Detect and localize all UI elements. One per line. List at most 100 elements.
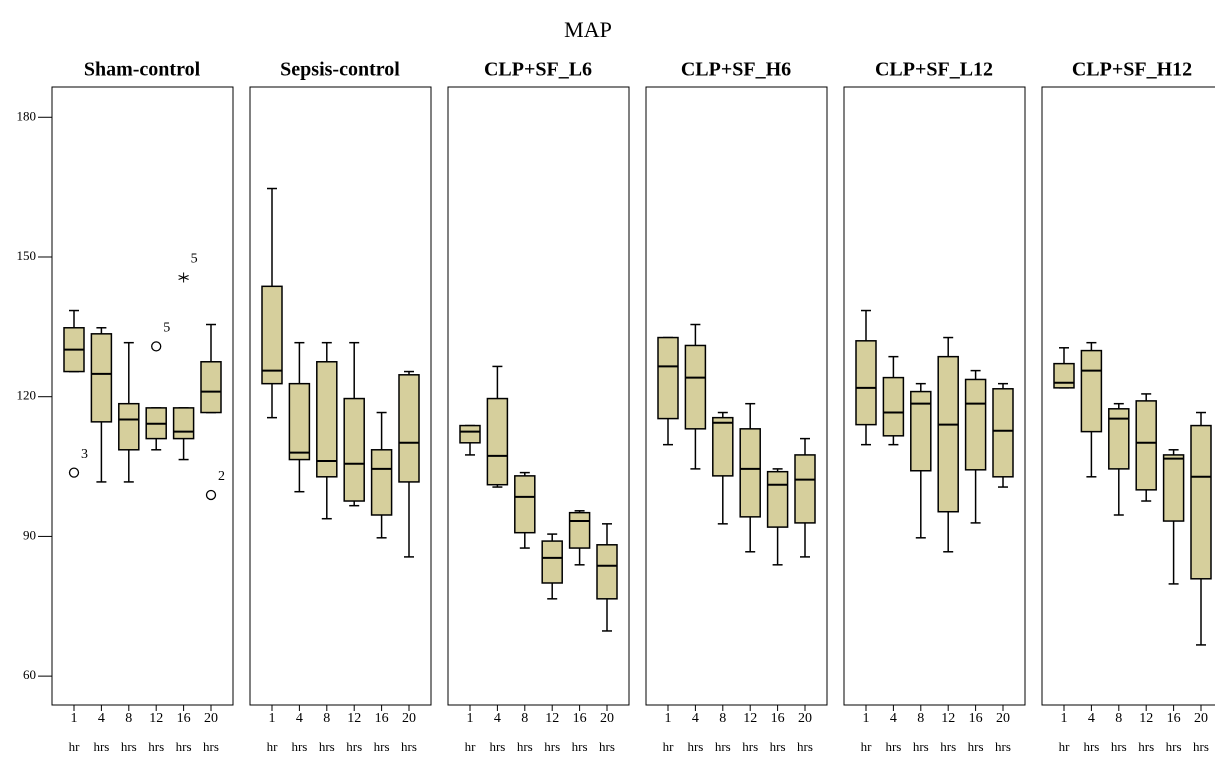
box	[937, 355, 959, 513]
x-tick-label: 8	[521, 711, 528, 726]
box	[684, 344, 707, 430]
y-tick-label: 60	[23, 667, 36, 682]
box	[794, 454, 816, 524]
panel-frame	[1041, 86, 1215, 706]
x-tick-unit: hrs	[742, 739, 758, 754]
box	[739, 428, 761, 518]
box	[882, 376, 905, 437]
x-tick-label: 8	[1115, 711, 1122, 726]
x-tick-label: 4	[890, 711, 897, 726]
x-tick-unit: hrs	[1111, 739, 1127, 754]
box	[541, 540, 563, 584]
x-tick-unit: hrs	[176, 739, 192, 754]
panel-frame	[249, 86, 432, 706]
box	[288, 382, 311, 461]
x-tick-unit: hrs	[885, 739, 901, 754]
x-tick-unit: hrs	[544, 739, 560, 754]
y-tick-label: 150	[17, 248, 37, 263]
box	[992, 388, 1014, 478]
x-tick-label: 4	[1088, 711, 1095, 726]
box	[486, 397, 509, 486]
x-tick-label: 12	[149, 711, 163, 726]
box	[343, 397, 365, 502]
x-tick-label: 1	[863, 711, 870, 726]
x-tick-label: 20	[600, 711, 614, 726]
x-tick-unit: hrs	[291, 739, 307, 754]
x-tick-unit: hrs	[913, 739, 929, 754]
box	[964, 378, 987, 471]
y-tick-label: 180	[17, 108, 37, 123]
x-tick-unit: hr	[267, 739, 279, 754]
x-tick-label: 1	[269, 711, 276, 726]
chart-title: MAP	[564, 17, 612, 42]
box	[90, 333, 113, 423]
y-tick-label: 120	[17, 388, 37, 403]
outlier-star	[178, 275, 189, 280]
box	[910, 390, 932, 472]
outlier	[68, 467, 80, 478]
x-tick-unit: hrs	[517, 739, 533, 754]
panel-frame	[843, 86, 1026, 706]
box	[1053, 362, 1075, 389]
outlier	[205, 489, 217, 501]
x-tick-unit: hrs	[995, 739, 1011, 754]
outlier-label: 3	[81, 447, 88, 462]
x-tick-label: 12	[941, 711, 955, 726]
box	[1135, 400, 1157, 491]
box	[1108, 408, 1130, 470]
panel-title: CLP+SF_L12	[875, 59, 993, 81]
x-tick-label: 20	[1194, 711, 1208, 726]
box	[459, 424, 481, 444]
x-tick-label: 4	[98, 711, 105, 726]
box	[398, 374, 420, 483]
outlier-label: 5	[191, 252, 198, 267]
panel-title: CLP+SF_H12	[1072, 59, 1192, 81]
box	[596, 544, 618, 600]
outlier	[151, 341, 162, 352]
x-tick-unit: hrs	[148, 739, 164, 754]
x-tick-unit: hrs	[968, 739, 984, 754]
x-tick-label: 12	[743, 711, 757, 726]
outlier-label: 5	[163, 321, 170, 336]
x-tick-unit: hrs	[940, 739, 956, 754]
x-tick-label: 12	[347, 711, 361, 726]
x-tick-unit: hrs	[572, 739, 588, 754]
panel-frame	[447, 86, 630, 706]
x-tick-label: 8	[917, 711, 924, 726]
panel-title: Sham-control	[84, 59, 201, 81]
x-tick-label: 12	[545, 711, 559, 726]
box	[855, 340, 877, 426]
x-tick-unit: hrs	[121, 739, 137, 754]
box	[766, 470, 789, 528]
x-tick-unit: hr	[663, 739, 675, 754]
x-tick-label: 16	[1167, 711, 1181, 726]
box	[1190, 424, 1212, 580]
box	[568, 511, 591, 549]
x-tick-unit: hrs	[715, 739, 731, 754]
x-tick-unit: hrs	[687, 739, 703, 754]
box	[1162, 454, 1185, 522]
x-tick-unit: hr	[69, 739, 81, 754]
x-tick-label: 20	[798, 711, 812, 726]
box	[316, 361, 338, 478]
x-tick-label: 8	[719, 711, 726, 726]
x-tick-unit: hrs	[489, 739, 505, 754]
x-tick-unit: hrs	[599, 739, 615, 754]
box	[261, 285, 283, 385]
x-tick-label: 1	[467, 711, 474, 726]
box	[200, 361, 222, 414]
x-tick-unit: hr	[1059, 739, 1071, 754]
x-tick-unit: hrs	[1166, 739, 1182, 754]
box	[657, 336, 679, 420]
x-tick-label: 16	[375, 711, 389, 726]
panel-title: CLP+SF_H6	[681, 59, 791, 81]
x-tick-unit: hr	[861, 739, 873, 754]
x-tick-label: 12	[1139, 711, 1153, 726]
x-tick-label: 1	[665, 711, 672, 726]
box	[712, 416, 734, 477]
x-tick-label: 16	[573, 711, 587, 726]
panel-frame	[51, 86, 234, 706]
x-tick-label: 1	[71, 711, 78, 726]
